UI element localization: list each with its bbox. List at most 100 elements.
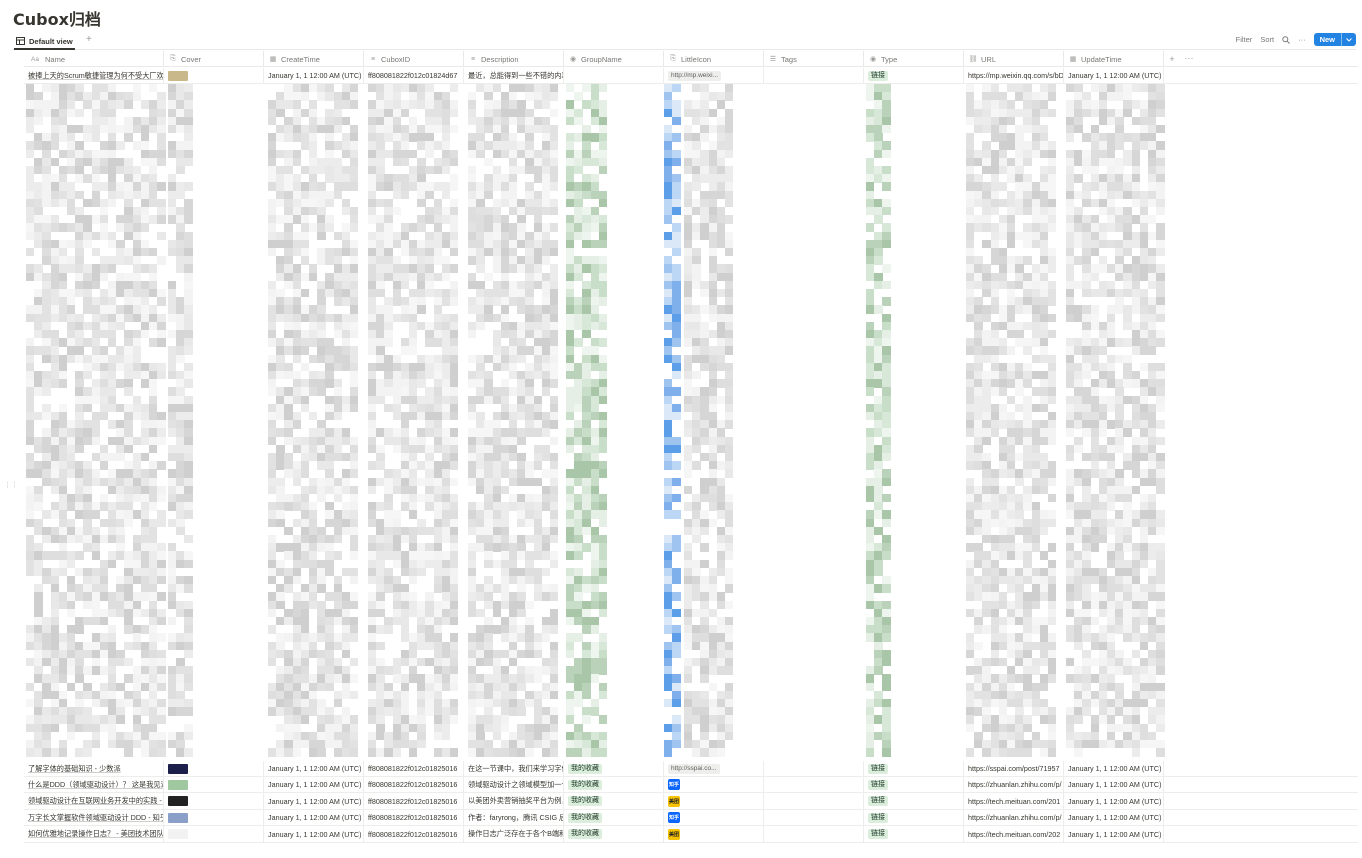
cell-groupname[interactable]: 我的收藏 bbox=[564, 826, 664, 843]
cell-cover[interactable] bbox=[164, 809, 264, 826]
paperclip-icon: ⎘ bbox=[170, 55, 176, 62]
cell-description[interactable]: 作者：faryrong，腾讯 CSIG 后 bbox=[464, 809, 564, 826]
cell-createtime[interactable]: January 1, 1 12:00 AM (UTC) bbox=[264, 776, 364, 793]
column-header-type[interactable]: ◉ Type bbox=[864, 51, 964, 67]
cell-url[interactable]: https://sspai.com/post/71957 bbox=[964, 760, 1064, 777]
little-icon-link[interactable]: http://mp.weixi... bbox=[668, 70, 721, 81]
cell-cover[interactable] bbox=[164, 793, 264, 810]
cell-name[interactable]: 如何优雅地记录操作日志？ - 美团技术团队 bbox=[24, 826, 164, 843]
cell-cuboxid[interactable]: ff808081822f012c01824d67 bbox=[364, 67, 464, 84]
cell-cuboxid[interactable]: ff808081822f012c01825016 bbox=[364, 776, 464, 793]
cell-name[interactable]: 什么是DDD（领域驱动设计）？ 这是我见过 bbox=[24, 776, 164, 793]
add-view-button[interactable]: + bbox=[86, 34, 92, 45]
cell-name[interactable]: 了解字体的基础知识 - 少数派 bbox=[24, 760, 164, 777]
cell-cover[interactable] bbox=[164, 776, 264, 793]
cell-littleicon[interactable]: http://sspai.co... bbox=[664, 760, 764, 777]
cell-tags[interactable] bbox=[764, 793, 864, 810]
cell-groupname[interactable]: 我的收藏 bbox=[564, 760, 664, 777]
table-row[interactable]: 领域驱动设计在互联网业务开发中的实践 - 美 January 1, 1 12:00… bbox=[24, 793, 1358, 810]
cell-type[interactable]: 链接 bbox=[864, 793, 964, 810]
cell-createtime[interactable]: January 1, 1 12:00 AM (UTC) bbox=[264, 793, 364, 810]
cell-tags[interactable] bbox=[764, 809, 864, 826]
tab-default-view[interactable]: Default view bbox=[14, 34, 75, 50]
meituan-logo-icon: 美团 bbox=[668, 828, 680, 840]
filter-button[interactable]: Filter bbox=[1235, 35, 1253, 44]
cell-createtime[interactable]: January 1, 1 12:00 AM (UTC) bbox=[264, 760, 364, 777]
cell-url[interactable]: https://tech.meituan.com/201 bbox=[964, 793, 1064, 810]
column-header-createtime[interactable]: ▦ CreateTime bbox=[264, 51, 364, 67]
column-header-littleicon[interactable]: ⎘ LittleIcon bbox=[664, 51, 764, 67]
cell-cuboxid[interactable]: ff808081822f012c01825016 bbox=[364, 826, 464, 843]
cell-createtime[interactable]: January 1, 1 12:00 AM (UTC) bbox=[264, 826, 364, 843]
cell-littleicon[interactable]: http://mp.weixi... bbox=[664, 67, 764, 84]
cell-tags[interactable] bbox=[764, 760, 864, 777]
cell-tags[interactable] bbox=[764, 826, 864, 843]
cell-tags[interactable] bbox=[764, 776, 864, 793]
cell-name[interactable]: 万字长文掌握软件领域驱动设计 DDD - 知乎 bbox=[24, 809, 164, 826]
cover-thumbnail bbox=[168, 779, 188, 790]
cell-updatetime[interactable]: January 1, 1 12:00 AM (UTC) bbox=[1064, 760, 1164, 777]
column-header-cuboxid[interactable]: ≡ CuboxID bbox=[364, 51, 464, 67]
cell-url[interactable]: https://tech.meituan.com/202 bbox=[964, 826, 1064, 843]
cell-groupname[interactable]: 我的收藏 bbox=[564, 809, 664, 826]
cell-cover[interactable] bbox=[164, 826, 264, 843]
cell-cover[interactable] bbox=[164, 760, 264, 777]
cell-updatetime[interactable]: January 1, 1 12:00 AM (UTC) bbox=[1064, 826, 1164, 843]
cell-url[interactable]: https://mp.weixin.qq.com/s/bD bbox=[964, 67, 1064, 84]
column-header-label: Description bbox=[481, 54, 519, 64]
column-header-name[interactable]: Aa Name bbox=[24, 51, 164, 67]
column-header-groupname[interactable]: ◉ GroupName bbox=[564, 51, 664, 67]
cell-type[interactable]: 链接 bbox=[864, 760, 964, 777]
column-more-button[interactable]: ··· bbox=[1184, 53, 1194, 63]
cell-updatetime[interactable]: January 1, 1 12:00 AM (UTC) bbox=[1064, 776, 1164, 793]
cell-littleicon[interactable]: 知乎 bbox=[664, 809, 764, 826]
add-property-button[interactable]: + bbox=[1169, 54, 1175, 64]
table-row[interactable]: 如何优雅地记录操作日志？ - 美团技术团队 January 1, 1 12:00 … bbox=[24, 826, 1358, 843]
cell-createtime[interactable]: January 1, 1 12:00 AM (UTC) bbox=[264, 67, 364, 84]
cell-tags[interactable] bbox=[764, 67, 864, 84]
cell-description[interactable]: 在这一节课中，我们来学习字体 bbox=[464, 760, 564, 777]
cell-description[interactable]: 以美团外卖营销抽奖平台为例， bbox=[464, 793, 564, 810]
cell-description[interactable]: 最近，总能得到一些不错的内幕 bbox=[464, 67, 564, 84]
table-row[interactable]: 被捧上天的Scrum敏捷管理为何不受大厂欢迎 January 1, 1 12:00… bbox=[24, 67, 1358, 84]
cell-url[interactable]: https://zhuanlan.zhihu.com/p/ bbox=[964, 776, 1064, 793]
cell-groupname[interactable] bbox=[564, 67, 664, 84]
cell-type[interactable]: 链接 bbox=[864, 776, 964, 793]
cell-type[interactable]: 链接 bbox=[864, 809, 964, 826]
column-header-cover[interactable]: ⎘ Cover bbox=[164, 51, 264, 67]
cell-name[interactable]: 领域驱动设计在互联网业务开发中的实践 - 美 bbox=[24, 793, 164, 810]
column-header-url[interactable]: ⛓ URL bbox=[964, 51, 1064, 67]
search-icon[interactable] bbox=[1282, 35, 1290, 44]
cell-littleicon[interactable]: 美团 bbox=[664, 826, 764, 843]
column-header-updatetime[interactable]: ▦ UpdateTime bbox=[1064, 51, 1164, 67]
cell-type[interactable]: 链接 bbox=[864, 67, 964, 84]
little-icon-link[interactable]: http://sspai.co... bbox=[668, 763, 720, 774]
cell-cover[interactable] bbox=[164, 67, 264, 84]
cell-description[interactable]: 领域驱动设计之领域模型加一个 bbox=[464, 776, 564, 793]
cell-cuboxid[interactable]: ff808081822f012c01825016 bbox=[364, 793, 464, 810]
drag-handle-icon[interactable]: ⋮⋮ bbox=[4, 482, 18, 489]
cell-updatetime[interactable]: January 1, 1 12:00 AM (UTC) bbox=[1064, 793, 1164, 810]
table-row[interactable]: 什么是DDD（领域驱动设计）？ 这是我见过 January 1, 1 12:00 … bbox=[24, 776, 1358, 794]
table-row[interactable]: 了解字体的基础知识 - 少数派 January 1, 1 12:00 AM (UT… bbox=[24, 760, 1358, 777]
cell-type[interactable]: 链接 bbox=[864, 826, 964, 843]
column-header-tags[interactable]: ☰ Tags bbox=[764, 51, 864, 67]
cell-littleicon[interactable]: 知乎 bbox=[664, 776, 764, 793]
new-button[interactable]: New bbox=[1313, 33, 1356, 46]
sort-button[interactable]: Sort bbox=[1260, 35, 1275, 44]
chevron-down-icon[interactable] bbox=[1341, 33, 1356, 46]
cell-groupname[interactable]: 我的收藏 bbox=[564, 776, 664, 793]
more-options-button[interactable]: ··· bbox=[1298, 35, 1306, 44]
column-header-description[interactable]: ≡ Description bbox=[464, 51, 564, 67]
cell-updatetime[interactable]: January 1, 1 12:00 AM (UTC) bbox=[1064, 67, 1164, 84]
cell-littleicon[interactable]: 美团 bbox=[664, 793, 764, 810]
cell-createtime[interactable]: January 1, 1 12:00 AM (UTC) bbox=[264, 809, 364, 826]
table-row[interactable]: 万字长文掌握软件领域驱动设计 DDD - 知乎 January 1, 1 12:0… bbox=[24, 809, 1358, 827]
cell-name[interactable]: 被捧上天的Scrum敏捷管理为何不受大厂欢迎 bbox=[24, 67, 164, 84]
cell-cuboxid[interactable]: ff808081822f012c01825016 bbox=[364, 809, 464, 826]
cell-url[interactable]: https://zhuanlan.zhihu.com/p/ bbox=[964, 809, 1064, 826]
cell-cuboxid[interactable]: ff808081822f012c01825016 bbox=[364, 760, 464, 777]
cell-groupname[interactable]: 我的收藏 bbox=[564, 793, 664, 810]
cell-updatetime[interactable]: January 1, 1 12:00 AM (UTC) bbox=[1064, 809, 1164, 826]
cell-description[interactable]: 操作日志广泛存在于各个B端和 bbox=[464, 826, 564, 843]
